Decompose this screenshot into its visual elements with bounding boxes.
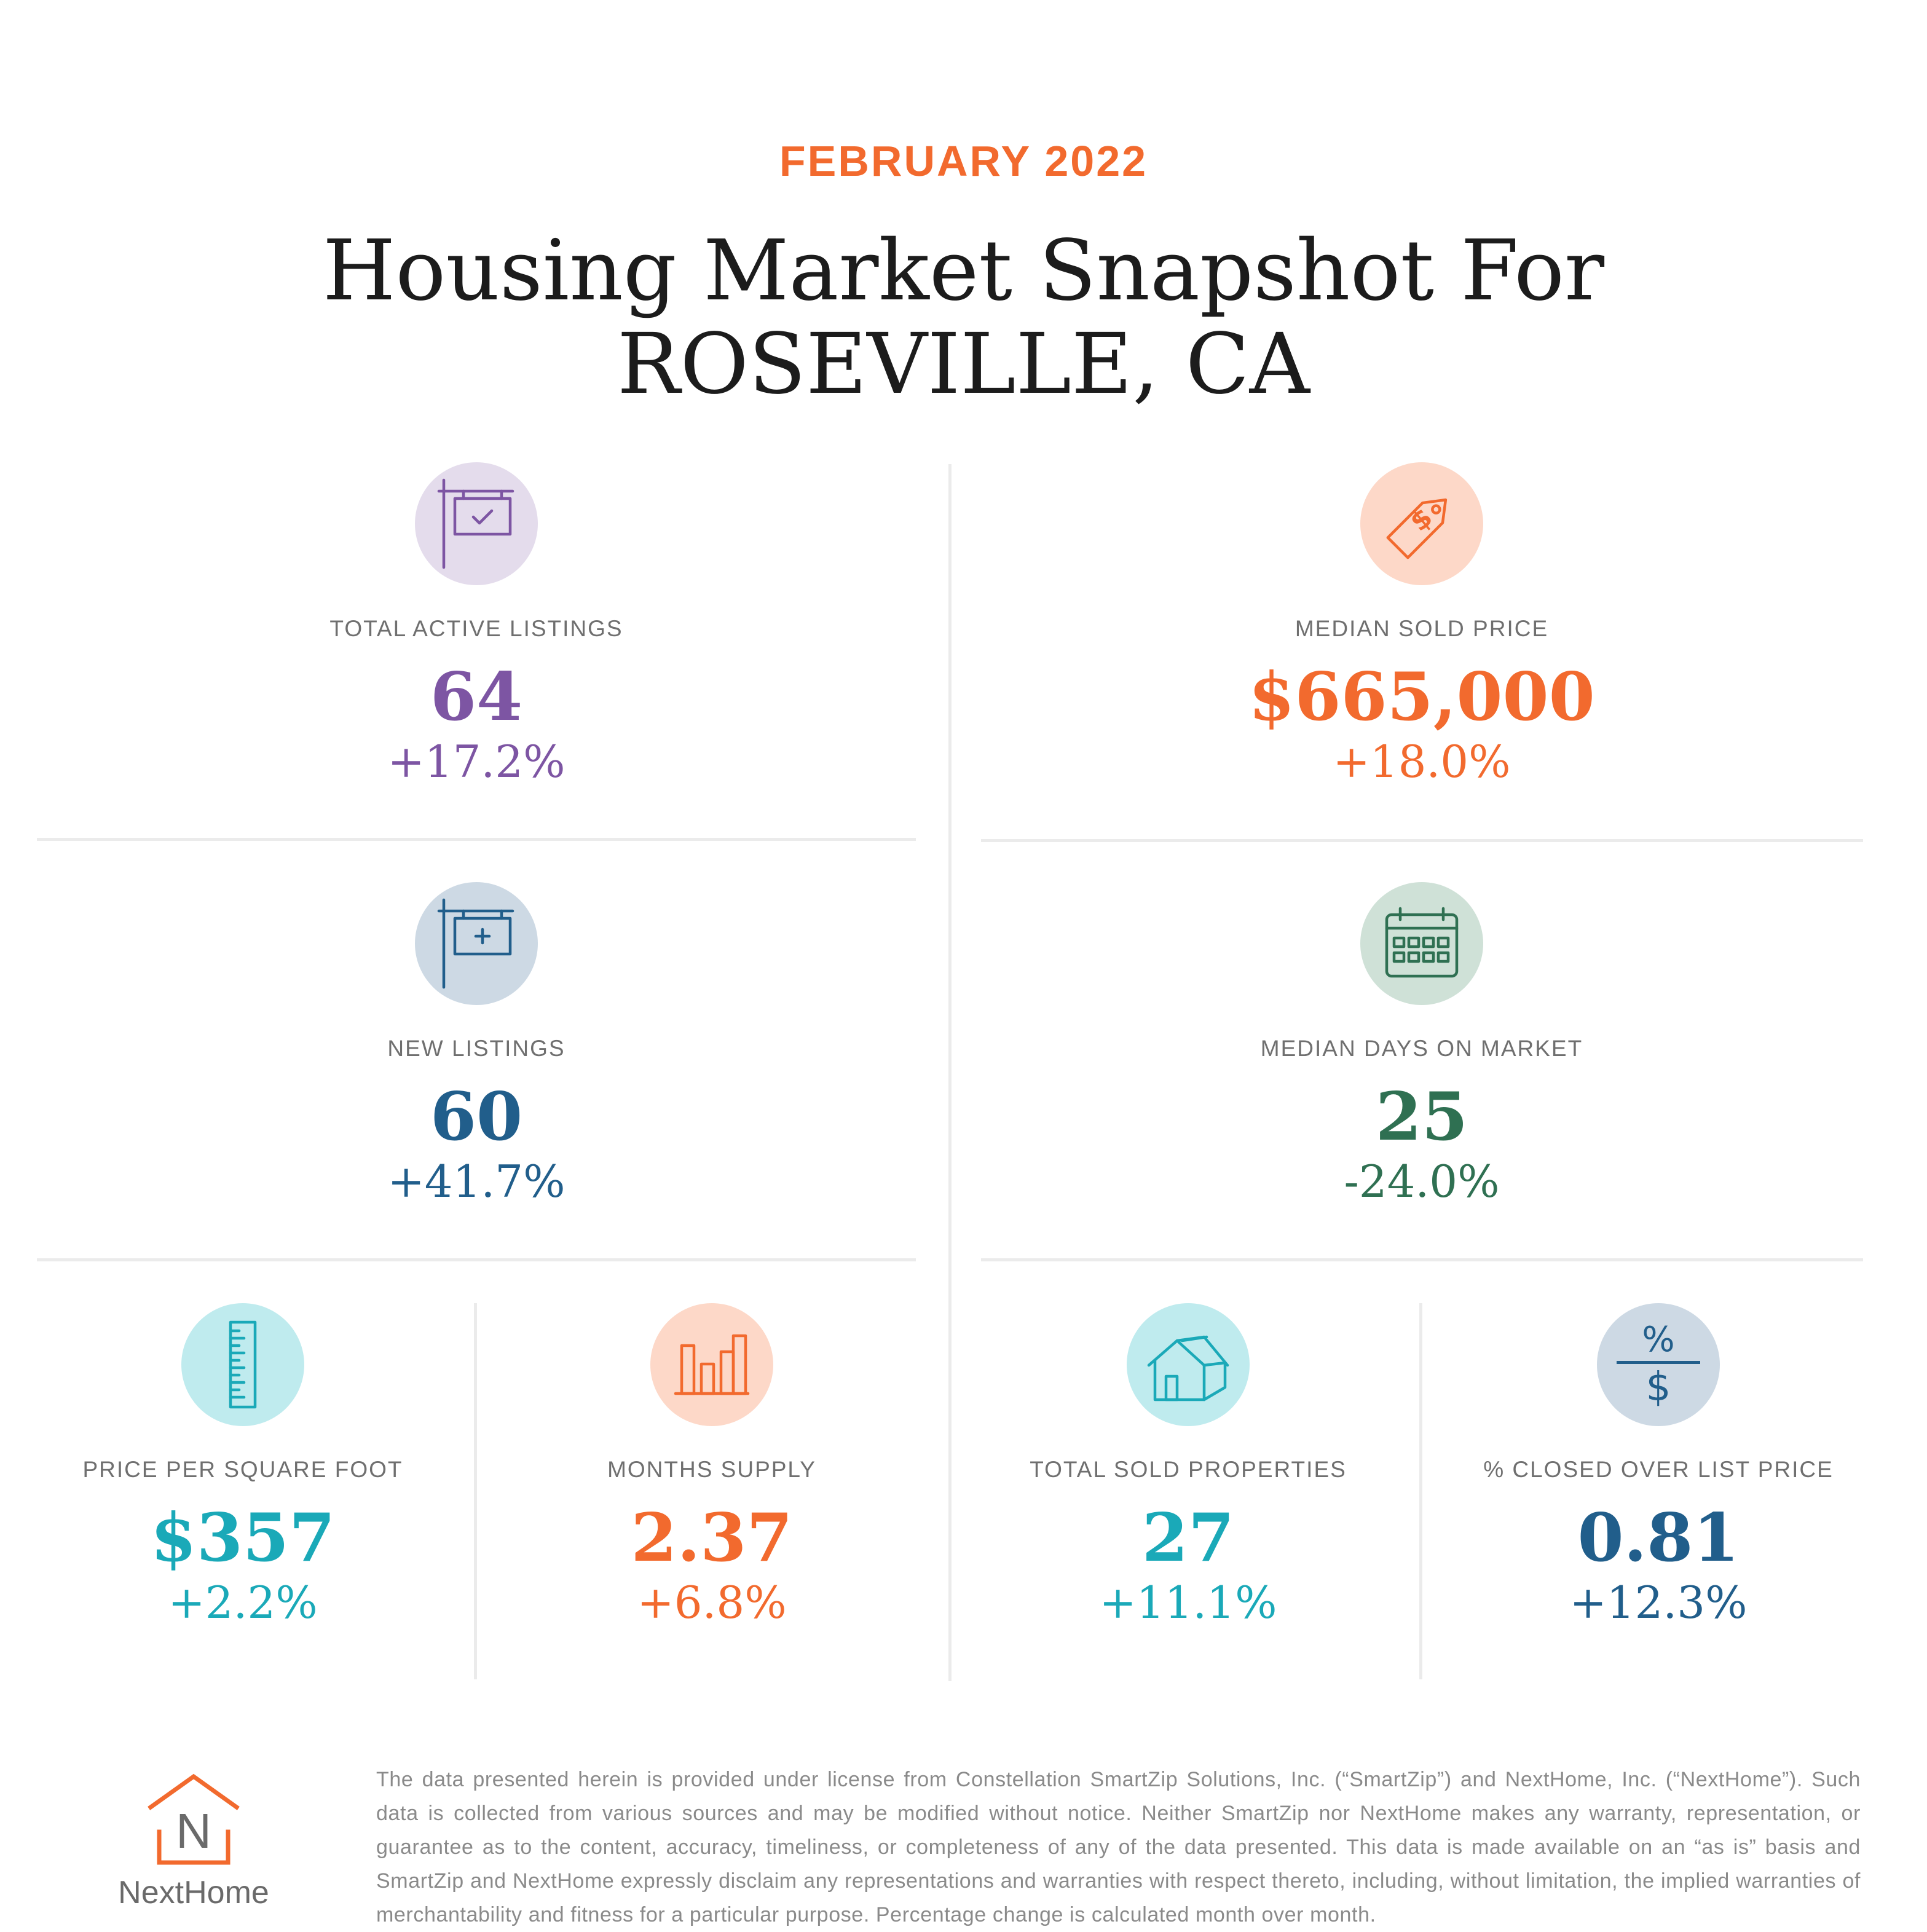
percent-dollar-icon: % $ [1617,1319,1700,1410]
house-roof-logo-icon: N [148,1773,240,1865]
percent-symbol: % [1642,1319,1675,1360]
total-sold-change: +11.1% [1099,1577,1277,1628]
nexthome-logo: N NextHome [98,1770,289,1911]
stat-total-sold: TOTAL SOLD PROPERTIES 27 +11.1% [1004,1303,1373,1630]
total-sold-icon-circle [1127,1303,1250,1426]
median-price-change: +18.0% [1333,736,1511,787]
median-days-value: 25 [1375,1078,1468,1156]
stat-closed-over-list: % $ % CLOSED OVER LIST PRICE 0.81 +12.3% [1474,1303,1843,1630]
fraction-bar [1617,1360,1700,1364]
stat-new-listings: NEW LISTINGS 60 +41.7% [231,882,722,1209]
active-listings-icon-circle [415,462,538,585]
stat-active-listings: TOTAL ACTIVE LISTINGS 64 +17.2% [231,462,722,789]
stat-median-sold-price: $ MEDIAN SOLD PRICE $665,000 +18.0% [1176,462,1668,789]
divider-left-2 [37,1258,916,1261]
divider-bottom-left [474,1303,477,1679]
center-divider [948,464,952,1681]
calendar-icon [1385,907,1459,978]
price-sqft-label: PRICE PER SQUARE FOOT [82,1457,403,1482]
stat-median-days: MEDIAN DAYS ON MARKET 25 -24.0% [1176,882,1668,1209]
months-supply-change: +6.8% [637,1577,787,1628]
new-listings-value: 60 [430,1078,523,1156]
price-sqft-value: $357 [150,1499,336,1577]
median-price-value: $665,000 [1248,658,1595,736]
divider-bottom-right [1419,1303,1422,1679]
new-listings-label: NEW LISTINGS [387,1036,565,1061]
logo-wordmark: NextHome [118,1875,269,1910]
total-sold-value: 27 [1141,1499,1235,1577]
ruler-icon [229,1320,257,1409]
price-tag-icon: $ [1386,498,1448,559]
divider-right-1 [981,839,1863,842]
sign-check-icon [437,478,514,569]
stat-months-supply: MONTHS SUPPLY 2.37 +6.8% [527,1303,896,1630]
median-price-icon-circle: $ [1360,462,1483,585]
months-supply-icon-circle [650,1303,773,1426]
bar-chart-icon [674,1334,750,1395]
median-days-label: MEDIAN DAYS ON MARKET [1260,1036,1583,1061]
months-supply-value: 2.37 [631,1499,793,1577]
total-sold-label: TOTAL SOLD PROPERTIES [1030,1457,1347,1482]
price-sqft-change: +2.2% [168,1577,318,1628]
closed-over-list-value: 0.81 [1577,1499,1740,1577]
median-days-change: -24.0% [1344,1156,1500,1207]
median-days-icon-circle [1360,882,1483,1005]
active-listings-value: 64 [430,658,523,736]
report-month: FEBRUARY 2022 [779,137,1148,185]
logo-letter: N [176,1804,211,1858]
months-supply-label: MONTHS SUPPLY [607,1457,816,1482]
stat-price-per-sqft: PRICE PER SQUARE FOOT $357 +2.2% [58,1303,427,1630]
title-line-2: ROSEVILLE, CA [617,316,1310,413]
sign-plus-icon [437,898,514,989]
median-price-label: MEDIAN SOLD PRICE [1295,616,1549,641]
new-listings-icon-circle [415,882,538,1005]
active-listings-change: +17.2% [387,736,565,787]
house-icon [1147,1335,1229,1402]
active-listings-label: TOTAL ACTIVE LISTINGS [329,616,623,641]
closed-over-list-icon-circle: % $ [1597,1303,1720,1426]
page-title: Housing Market Snapshot For ROSEVILLE, C… [0,224,1927,411]
closed-over-list-label: % CLOSED OVER LIST PRICE [1483,1457,1834,1482]
divider-left-1 [37,838,916,841]
price-sqft-icon-circle [181,1303,304,1426]
new-listings-change: +41.7% [387,1156,565,1207]
closed-over-list-change: +12.3% [1569,1577,1748,1628]
title-line-1: Housing Market Snapshot For [322,223,1605,320]
divider-right-2 [981,1258,1863,1261]
dollar-symbol: $ [1645,1364,1671,1410]
disclaimer-text: The data presented herein is provided un… [376,1768,1861,1926]
